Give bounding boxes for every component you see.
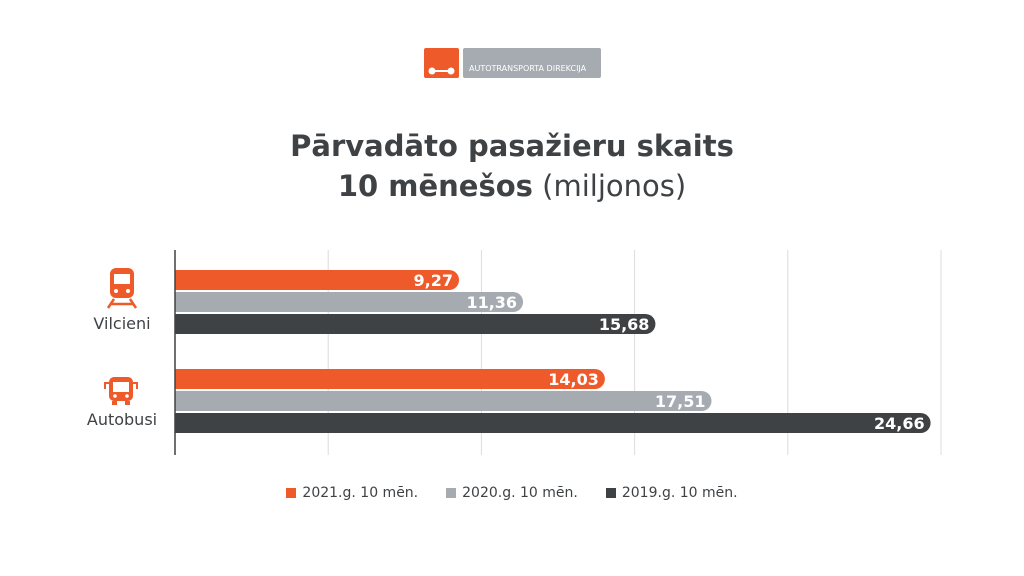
data-label: 24,66 <box>874 414 925 433</box>
legend-label: 2019.g. 10 mēn. <box>621 485 738 501</box>
data-label: 17,51 <box>655 392 706 411</box>
bar <box>175 391 712 412</box>
legend-item: 2020.g. 10 mēn. <box>446 485 578 501</box>
chart-title: Pārvadāto pasažieru skaits 10 mēnešos (m… <box>0 126 1024 206</box>
legend-swatch <box>446 488 457 498</box>
logo-text: AUTOTRANSPORTA DIREKCIJA <box>463 48 601 78</box>
data-label: 15,68 <box>599 315 650 334</box>
legend-item: 2019.g. 10 mēn. <box>605 485 738 501</box>
legend-label: 2020.g. 10 mēn. <box>462 485 578 501</box>
title-line1: Pārvadāto pasažieru skaits <box>290 129 734 163</box>
legend-item: 2021.g. 10 mēn. <box>286 485 418 501</box>
logo-mark-icon <box>424 48 459 78</box>
title-line2-light: (miljonos) <box>542 169 687 203</box>
bar <box>175 314 656 334</box>
category-label-autobusi: Autobusi <box>86 410 158 429</box>
legend-swatch <box>286 488 297 498</box>
data-label: 14,03 <box>548 370 599 389</box>
legend: 2021.g. 10 mēn. 2020.g. 10 mēn. 2019.g. 10… <box>0 485 1024 501</box>
bus-icon <box>104 377 138 405</box>
legend-label: 2021.g. 10 mēn. <box>302 485 419 501</box>
data-label: 9,27 <box>414 271 453 290</box>
data-label: 11,36 <box>466 293 517 312</box>
train-icon <box>106 268 138 309</box>
bar <box>175 270 460 290</box>
bar <box>175 369 605 389</box>
logo: AUTOTRANSPORTA DIREKCIJA <box>424 48 601 78</box>
legend-swatch <box>605 488 616 498</box>
bar <box>175 413 931 433</box>
title-line2-bold: 10 mēnešos <box>337 169 533 203</box>
bar <box>175 292 524 312</box>
category-label-vilcieni: Vilcieni <box>93 314 151 333</box>
